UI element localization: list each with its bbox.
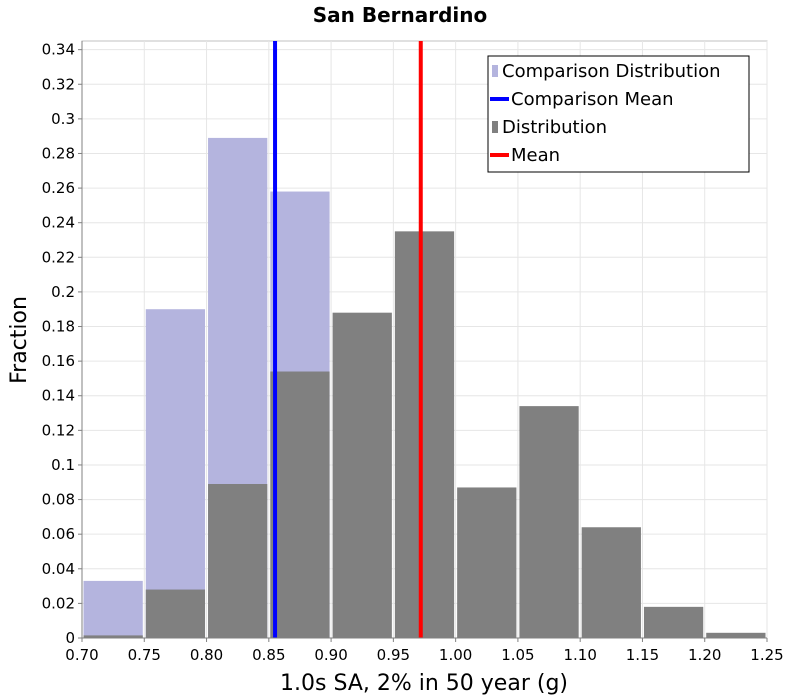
- y-tick-label: 0.3: [51, 110, 75, 128]
- y-tick-label: 0.1: [51, 456, 75, 474]
- distribution-bar: [706, 632, 766, 638]
- mean-lines: [273, 41, 423, 638]
- y-tick-label: 0.12: [42, 421, 75, 439]
- y-tick-label: 0: [65, 629, 75, 647]
- legend-swatch-distribution: [492, 121, 498, 133]
- y-tick-label: 0.24: [42, 214, 75, 232]
- chart-title: San Bernardino: [313, 3, 488, 27]
- x-tick-label: 0.80: [190, 646, 223, 664]
- y-tick-label: 0.02: [42, 594, 75, 612]
- x-tick-label: 0.85: [252, 646, 285, 664]
- x-tick-label: 0.75: [128, 646, 161, 664]
- distribution-bar: [394, 231, 455, 638]
- legend-box: [487, 55, 750, 173]
- comparison-distribution-bar: [145, 309, 206, 638]
- y-tick-label: 0.06: [42, 525, 75, 543]
- x-tick-label: 1.15: [626, 646, 659, 664]
- x-axis-label: 1.0s SA, 2% in 50 year (g): [280, 671, 568, 696]
- y-tick-label: 0.16: [42, 352, 75, 370]
- distribution-bar: [270, 371, 330, 638]
- distribution-bar: [581, 527, 641, 638]
- y-tick-label: 0.32: [42, 75, 75, 93]
- y-axis: 0 0.02 0.04 0.06 0.08 0.1 0.12 0.14 0.16 0.18 0.2 0…: [42, 41, 83, 647]
- x-axis: 0.70 0.75 0.80 0.85 0.90 0.95 1.00 1.05 1.10 1.15…: [65, 637, 784, 664]
- legend-label-comparison-distribution: Comparison Distribution: [502, 61, 721, 82]
- distribution-bar: [145, 589, 206, 638]
- legend-swatch-comparison-distribution: [492, 65, 498, 77]
- x-tick-label: 0.95: [377, 646, 410, 664]
- legend-label-comparison-mean: Comparison Mean: [511, 89, 674, 110]
- y-axis-label: Fraction: [7, 296, 32, 384]
- distribution-bar: [643, 606, 704, 638]
- y-tick-label: 0.22: [42, 248, 75, 266]
- y-tick-label: 0.26: [42, 179, 75, 197]
- distribution-bars: [83, 231, 766, 638]
- legend-label-mean: Mean: [511, 145, 560, 166]
- y-tick-label: 0.08: [42, 491, 75, 509]
- y-tick-label: 0.18: [42, 318, 75, 336]
- y-tick-label: 0.28: [42, 144, 75, 162]
- x-tick-label: 1.20: [688, 646, 721, 664]
- distribution-bar: [332, 312, 392, 638]
- x-tick-label: 1.25: [750, 646, 783, 664]
- comparison-distribution-bar: [83, 580, 143, 638]
- y-tick-label: 0.34: [42, 41, 75, 59]
- distribution-bar: [208, 483, 268, 638]
- distribution-bar: [519, 406, 579, 638]
- x-tick-label: 1.00: [439, 646, 472, 664]
- legend-label-distribution: Distribution: [502, 117, 607, 138]
- distribution-bar: [457, 487, 517, 638]
- x-tick-label: 1.10: [563, 646, 596, 664]
- x-tick-label: 0.70: [65, 646, 98, 664]
- y-tick-label: 0.04: [42, 560, 75, 578]
- y-tick-label: 0.14: [42, 387, 75, 405]
- x-tick-label: 0.90: [314, 646, 347, 664]
- legend: Comparison Distribution Comparison Mean Di…: [487, 55, 750, 173]
- distribution-bar: [83, 635, 143, 638]
- x-tick-label: 1.05: [501, 646, 534, 664]
- y-tick-label: 0.2: [51, 283, 75, 301]
